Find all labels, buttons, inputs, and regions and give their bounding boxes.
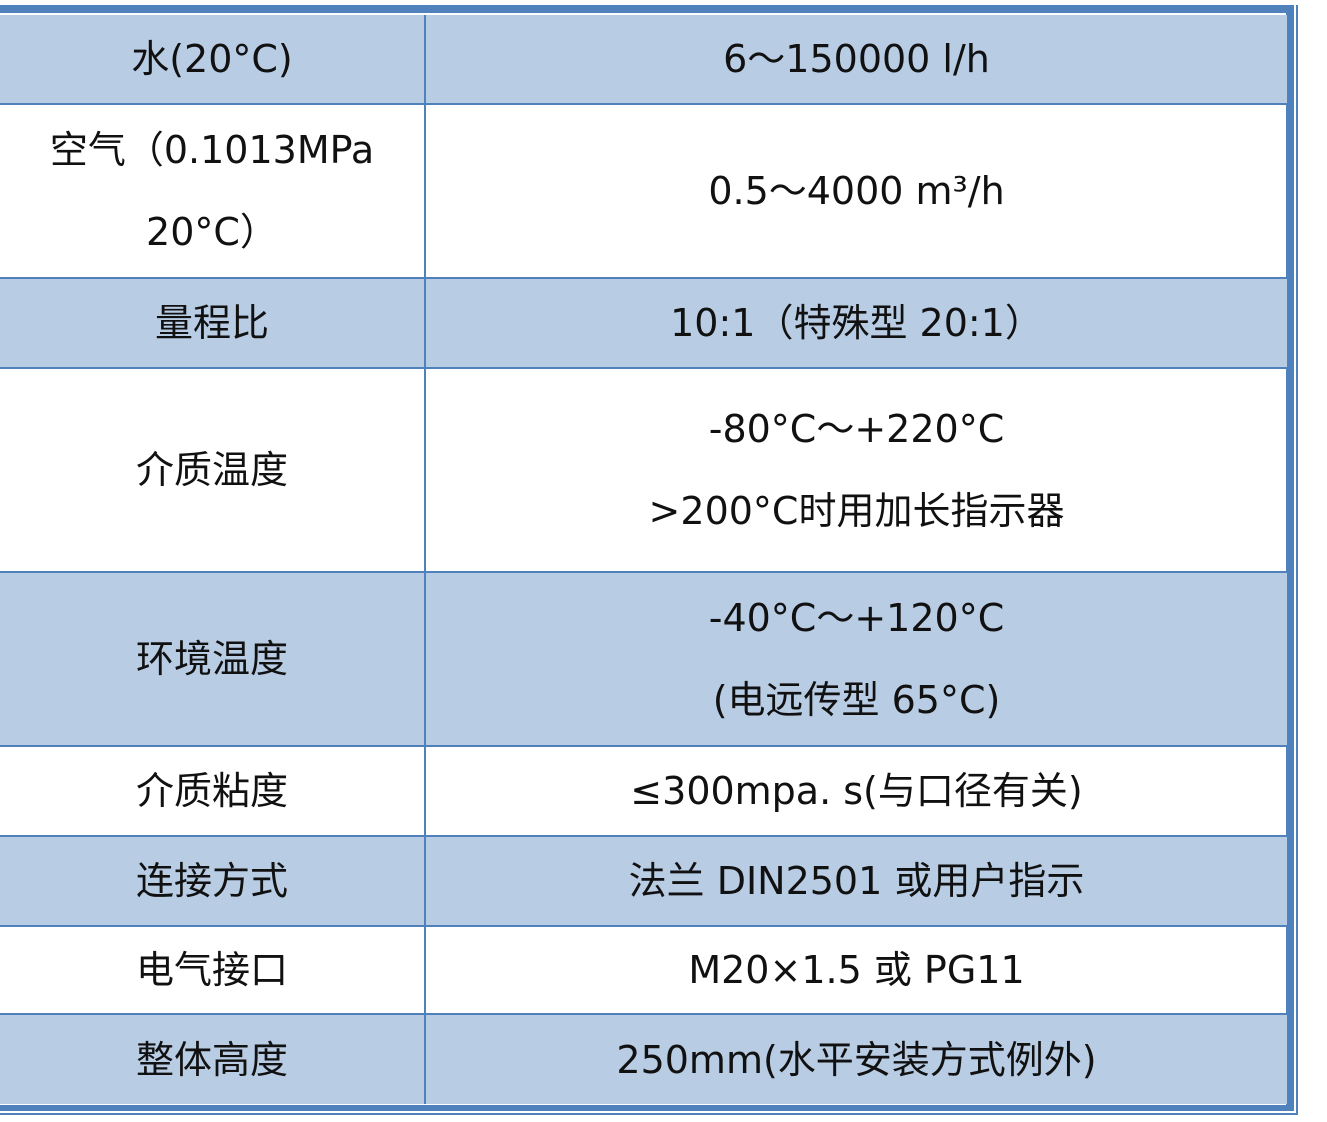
parameter-name-cell: 电气接口 — [0, 925, 426, 1015]
spec-table: 水(20°C) 6～150000 l/h 空气（0.1013MPa 20°C） 0.5～… — [0, 15, 1287, 1104]
parameter-value-cell: M20×1.5 或 PG11 — [424, 925, 1287, 1015]
parameter-value-cell: 6～150000 l/h — [424, 15, 1287, 105]
parameter-value: 250mm(水平安装方式例外) — [616, 1037, 1097, 1082]
table-row: 介质温度 -80°C～+220°C >200°C时用加长指示器 — [0, 367, 1287, 573]
parameter-value: M20×1.5 或 PG11 — [688, 948, 1025, 992]
table-outer-border — [0, 5, 1298, 1115]
parameter-name: 量程比 — [154, 301, 269, 345]
parameter-name: 介质温度 — [135, 448, 288, 492]
parameter-name-cell: 量程比 — [0, 277, 426, 369]
parameter-value: >200°C时用加长指示器 — [648, 489, 1065, 533]
parameter-name-cell: 介质温度 — [0, 367, 426, 573]
table-row: 量程比 10:1（特殊型 20:1） — [0, 277, 1287, 369]
parameter-value: -80°C～+220°C — [708, 407, 1005, 451]
parameter-name: 20°C） — [146, 210, 278, 254]
table-row: 整体高度 250mm(水平安装方式例外) — [0, 1013, 1287, 1104]
table-row: 连接方式 法兰 DIN2501 或用户指示 — [0, 835, 1287, 927]
table-row: 介质粘度 ≤300mpa. s(与口径有关) — [0, 745, 1287, 837]
parameter-name: 环境温度 — [135, 637, 288, 681]
table-border — [0, 5, 1294, 1111]
parameter-value: -40°C～+120°C — [708, 596, 1005, 640]
parameter-value-cell: 10:1（特殊型 20:1） — [424, 277, 1287, 369]
parameter-name: 水(20°C) — [131, 37, 293, 81]
table-row: 水(20°C) 6～150000 l/h — [0, 15, 1287, 105]
table-row: 电气接口 M20×1.5 或 PG11 — [0, 925, 1287, 1015]
parameter-name: 整体高度 — [135, 1037, 288, 1082]
parameter-name-cell: 环境温度 — [0, 571, 426, 747]
parameter-value-cell: -80°C～+220°C >200°C时用加长指示器 — [424, 367, 1287, 573]
parameter-value-cell: -40°C～+120°C (电远传型 65°C) — [424, 571, 1287, 747]
parameter-value: 法兰 DIN2501 或用户指示 — [628, 859, 1085, 903]
parameter-value-cell: ≤300mpa. s(与口径有关) — [424, 745, 1287, 837]
parameter-name-cell: 整体高度 — [0, 1013, 426, 1104]
table-row: 环境温度 -40°C～+120°C (电远传型 65°C) — [0, 571, 1287, 747]
parameter-name-cell: 介质粘度 — [0, 745, 426, 837]
parameter-name: 介质粘度 — [135, 769, 288, 813]
parameter-name-cell: 连接方式 — [0, 835, 426, 927]
parameter-value-cell: 0.5～4000 m³/h — [424, 103, 1287, 279]
parameter-name: 连接方式 — [135, 859, 288, 903]
parameter-name: 空气（0.1013MPa — [49, 128, 375, 172]
parameter-name-cell: 水(20°C) — [0, 15, 426, 105]
parameter-name-cell: 空气（0.1013MPa 20°C） — [0, 103, 426, 279]
parameter-value: (电远传型 65°C) — [712, 678, 1001, 722]
table-row: 空气（0.1013MPa 20°C） 0.5～4000 m³/h — [0, 103, 1287, 279]
parameter-value: 0.5～4000 m³/h — [708, 169, 1005, 213]
parameter-value: 6～150000 l/h — [723, 37, 990, 81]
parameter-value-cell: 250mm(水平安装方式例外) — [424, 1013, 1287, 1104]
parameter-value: 10:1（特殊型 20:1） — [670, 301, 1043, 345]
parameter-value: ≤300mpa. s(与口径有关) — [630, 769, 1083, 813]
parameter-name: 电气接口 — [135, 948, 288, 992]
parameter-value-cell: 法兰 DIN2501 或用户指示 — [424, 835, 1287, 927]
